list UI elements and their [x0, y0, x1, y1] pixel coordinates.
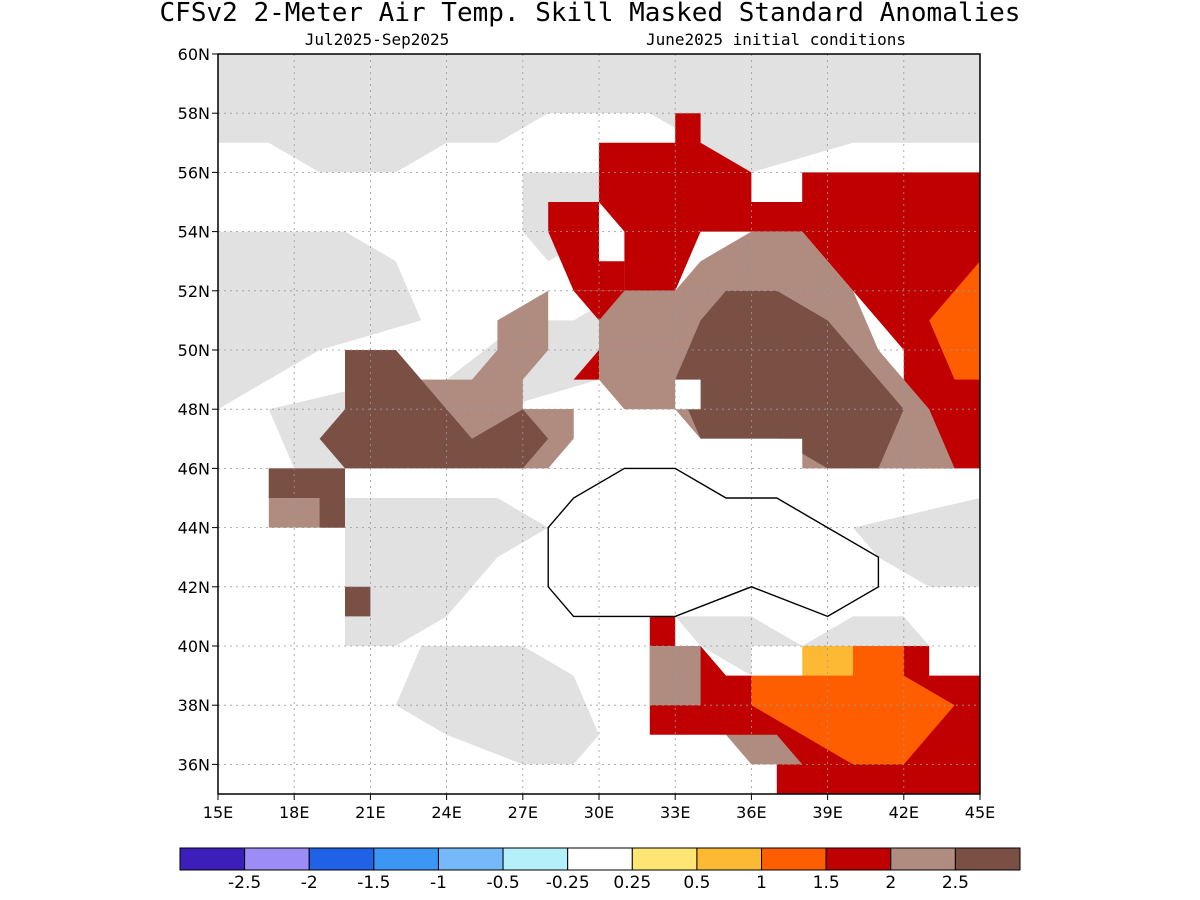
white-gap-region	[929, 646, 980, 676]
x-tick-label: 21E	[355, 803, 385, 822]
colorbar-swatch	[502, 847, 569, 871]
figure-title: CFSv2 2-Meter Air Temp. Skill Masked Sta…	[160, 0, 1021, 28]
x-tick-label: 42E	[889, 803, 919, 822]
y-tick-label: 54N	[178, 223, 210, 242]
anom-2-2.5-region	[649, 646, 701, 706]
anomaly-field	[218, 54, 980, 794]
y-tick-label: 46N	[178, 459, 210, 478]
colorbar-swatch	[761, 847, 827, 871]
x-tick-label: 39E	[812, 803, 842, 822]
colorbar-swatch	[696, 847, 763, 871]
y-tick-label: 48N	[178, 400, 210, 419]
y-tick-label: 56N	[178, 163, 210, 182]
colorbar-swatch	[825, 847, 892, 871]
x-tick-label: 24E	[431, 803, 461, 822]
anom-1-1.5-region	[929, 261, 980, 380]
colorbar-swatch	[308, 847, 375, 871]
y-tick-label: 38N	[178, 696, 210, 715]
anom-gt-2.5-region	[345, 586, 371, 617]
lat-lon-gridlines	[218, 54, 980, 794]
anom-gt-2.5-region	[268, 468, 345, 528]
colorbar-swatch	[437, 847, 504, 871]
colorbar-label: 1	[756, 873, 767, 893]
x-tick-label: 27E	[508, 803, 538, 822]
colorbar-label: 2	[885, 873, 896, 893]
coastlines	[547, 467, 880, 618]
black-sea-coastline	[547, 467, 880, 618]
colorbar-label: -0.25	[546, 873, 590, 893]
colorbar-swatch	[244, 847, 310, 871]
colorbar-swatch	[373, 847, 439, 871]
x-tick-label: 33E	[660, 803, 690, 822]
initial-conditions: June2025 initial conditions	[646, 30, 906, 49]
colorbar-label: -2.5	[228, 873, 261, 893]
y-tick-label: 42N	[178, 578, 210, 597]
black-sea	[548, 468, 879, 617]
colorbar-swatch	[954, 847, 1021, 871]
axis-ticks: 15E 18E 21E 24E 27E 30E 33E 36E 39E 42E 45E 36N 38N 4…	[178, 45, 996, 822]
anom-2-2.5-region	[726, 734, 803, 765]
colorbar-label: -2	[301, 873, 318, 893]
x-tick-label: 15E	[203, 803, 233, 822]
colorbar-label: -1	[430, 873, 447, 893]
colorbar-label: 0.5	[683, 873, 710, 893]
y-tick-label: 44N	[178, 519, 210, 538]
colorbar-label: -1.5	[357, 873, 390, 893]
colorbar: -2.5 -2 -1.5 -1 -0.5 -0.25 0.25 0.5 1 1.5 2 2.5	[179, 847, 1021, 893]
x-tick-label: 45E	[965, 803, 995, 822]
y-tick-label: 50N	[178, 341, 210, 360]
colorbar-label: 1.5	[813, 873, 840, 893]
y-tick-label: 36N	[178, 755, 210, 774]
y-tick-label: 40N	[178, 637, 210, 656]
anom-gt-2.5-region	[319, 350, 549, 469]
white-gap-region	[675, 379, 701, 410]
x-tick-label: 36E	[736, 803, 766, 822]
skill-mask-region	[395, 646, 599, 765]
skill-mask-region	[853, 498, 980, 587]
y-tick-label: 60N	[178, 45, 210, 64]
colorbar-label: -0.5	[486, 873, 519, 893]
colorbar-swatch	[631, 847, 698, 871]
colorbar-swatch	[567, 847, 633, 871]
x-tick-label: 18E	[279, 803, 309, 822]
anom-1.5-2-region	[599, 113, 980, 469]
colorbar-swatch	[890, 847, 956, 871]
anom-gt-2.5-region	[675, 290, 904, 469]
colorbar-label: 0.25	[613, 873, 651, 893]
colorbar-label: 2.5	[942, 873, 969, 893]
y-tick-label: 58N	[178, 104, 210, 123]
y-tick-label: 52N	[178, 282, 210, 301]
colorbar-swatch	[179, 847, 246, 871]
valid-period: Jul2025-Sep2025	[305, 30, 450, 49]
anom-1.5-2-region	[548, 202, 625, 291]
white-gap-region	[370, 409, 803, 498]
white-gap-region	[751, 646, 803, 676]
anom-1.5-2-region	[649, 616, 676, 646]
x-tick-label: 30E	[584, 803, 614, 822]
skill-mask-region	[218, 54, 980, 173]
